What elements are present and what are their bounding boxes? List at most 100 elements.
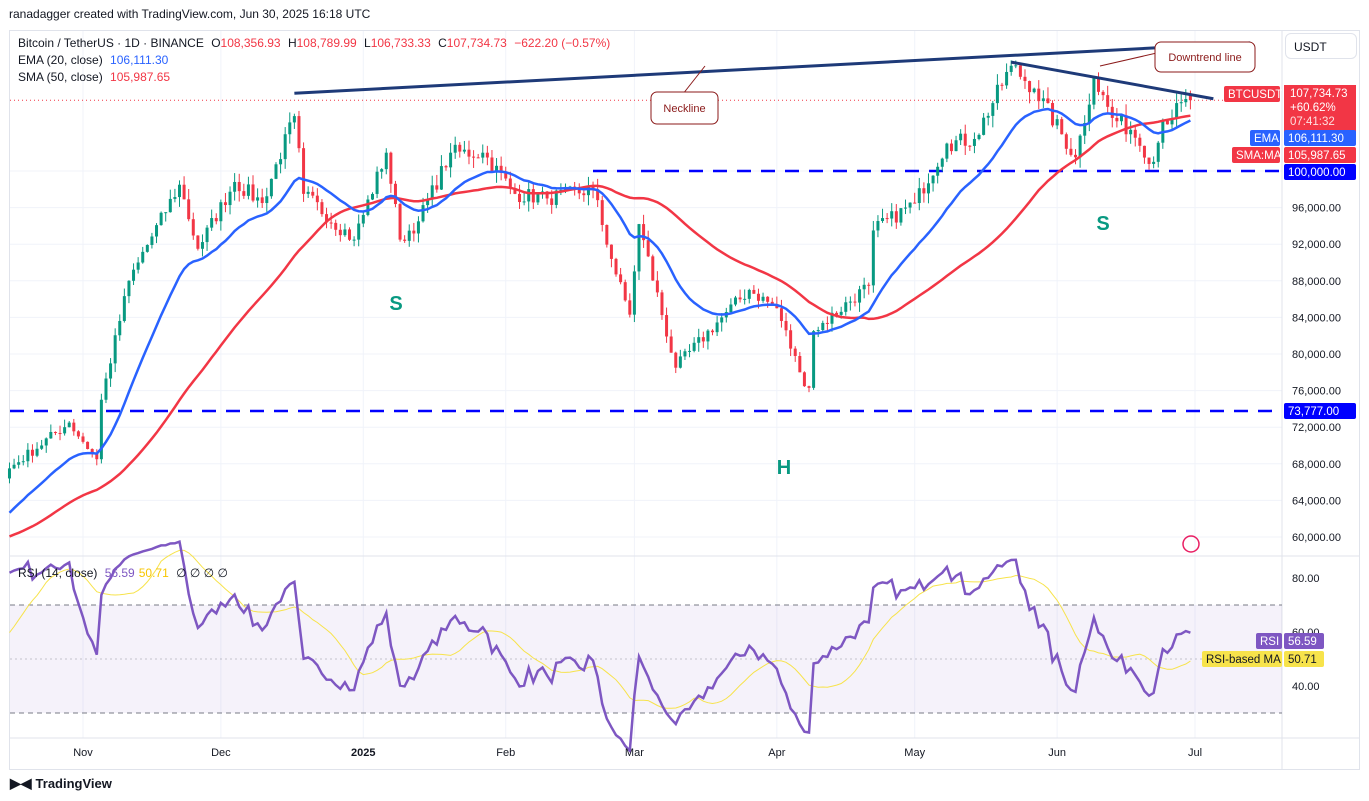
candle-body — [1023, 76, 1027, 82]
level-low-tag-bg — [1284, 402, 1356, 419]
low-value: 106,733.33 — [370, 36, 431, 50]
candle-body — [936, 166, 940, 176]
candle-body — [44, 438, 48, 446]
candle-body — [582, 193, 586, 196]
tradingview-logo[interactable]: ▶◀ TradingView — [10, 775, 112, 792]
candle-body — [550, 198, 554, 205]
candle-body — [63, 427, 67, 434]
ema-value: 106,111.30 — [110, 53, 169, 67]
candle-body — [164, 212, 168, 214]
candle-body — [476, 157, 480, 159]
candle-body — [766, 296, 770, 302]
candle-body — [389, 152, 393, 184]
rsi-ma-tag-value: 50.71 — [1288, 654, 1317, 666]
candle-body — [908, 202, 912, 208]
rsi-tag-value: 56.59 — [1288, 636, 1317, 648]
candle-body — [393, 183, 397, 205]
candle-body — [315, 195, 319, 203]
candle-body — [288, 122, 292, 135]
candle-body — [76, 431, 80, 437]
rsi-tag-value-bg — [1284, 633, 1324, 649]
price-tick-label: 96,000.00 — [1292, 203, 1341, 215]
candle-body — [982, 117, 986, 135]
candle-body — [274, 164, 278, 179]
price-tick-label: 92,000.00 — [1292, 239, 1341, 251]
candle-body — [991, 103, 995, 116]
high-label: H — [287, 36, 297, 50]
candle-body — [1041, 98, 1045, 102]
candle-body — [711, 330, 715, 333]
candle-body — [779, 308, 783, 321]
candle-body — [894, 211, 898, 223]
price-tick-label: 88,000.00 — [1292, 276, 1341, 288]
candle-body — [733, 297, 737, 305]
candle-body — [81, 436, 85, 442]
candle-body — [150, 236, 154, 245]
candle-body — [554, 190, 558, 205]
level-low-tag: 73,777.00 — [1288, 406, 1339, 418]
rsi-tick-label: 40.00 — [1292, 681, 1320, 693]
candle-body — [132, 269, 136, 281]
candle-body — [899, 208, 903, 223]
candle-body — [104, 378, 108, 400]
candle-body — [858, 289, 862, 303]
candle-body — [963, 133, 967, 146]
candle-body — [320, 202, 324, 215]
change-value: −622.20 (−0.57%) — [514, 36, 611, 50]
candle-body — [306, 191, 310, 194]
candle-body — [1083, 122, 1087, 136]
candle-body — [109, 363, 113, 379]
ema-legend[interactable]: EMA (20, close) 106,111.30 — [18, 53, 172, 67]
currency-button[interactable]: USDT — [1285, 33, 1357, 59]
candle-body — [361, 214, 365, 224]
candle-body — [72, 422, 76, 432]
candle-body — [508, 178, 512, 189]
candle-body — [118, 320, 122, 336]
rsi-ma-value: 50.71 — [138, 566, 169, 580]
candle-body — [586, 186, 590, 196]
time-tick-label: Nov — [73, 747, 93, 759]
candle-body — [348, 229, 352, 240]
candle-body — [986, 115, 990, 118]
candle-body — [940, 158, 944, 167]
time-tick-label: Jun — [1048, 747, 1066, 759]
left-shoulder-label: S — [389, 293, 402, 315]
symbol-name[interactable]: Bitcoin / TetherUS · 1D · BINANCE — [18, 36, 204, 50]
candle-body — [830, 312, 834, 324]
candle-body — [242, 191, 246, 196]
candle-body — [122, 296, 126, 321]
candle-body — [136, 262, 140, 270]
candle-body — [738, 297, 742, 300]
candle-body — [155, 225, 159, 237]
candle-body — [605, 224, 609, 245]
candle-body — [1133, 129, 1137, 138]
sma-legend[interactable]: SMA (50, close) 105,987.65 — [18, 70, 174, 84]
rsi-legend[interactable]: RSI (14, close) 56.59 50.71 ∅ ∅ ∅ ∅ — [18, 566, 232, 580]
candle-body — [1014, 65, 1018, 67]
candle-body — [623, 282, 627, 301]
candle-body — [1064, 134, 1068, 149]
candle-body — [816, 330, 820, 332]
candle-body — [228, 191, 232, 206]
candle-body — [7, 468, 11, 479]
candle-body — [416, 221, 420, 234]
candle-body — [200, 242, 204, 249]
candle-body — [527, 189, 531, 202]
candle-body — [141, 251, 145, 263]
candle-body — [352, 239, 356, 241]
rsi-extra-values: ∅ ∅ ∅ ∅ — [176, 566, 228, 580]
candle-body — [1078, 135, 1082, 158]
candle-body — [729, 304, 733, 313]
candle-body — [1147, 157, 1151, 164]
candle-body — [789, 330, 793, 349]
candle-body — [334, 222, 338, 230]
candle-body — [265, 196, 269, 204]
candle-body — [246, 184, 250, 196]
chart-frame[interactable] — [9, 30, 1360, 770]
price-tick-label: 84,000.00 — [1292, 312, 1341, 324]
candle-body — [210, 218, 214, 228]
open-value: 108,356.93 — [220, 36, 281, 50]
candle-body — [219, 202, 223, 222]
candle-body — [821, 322, 825, 331]
